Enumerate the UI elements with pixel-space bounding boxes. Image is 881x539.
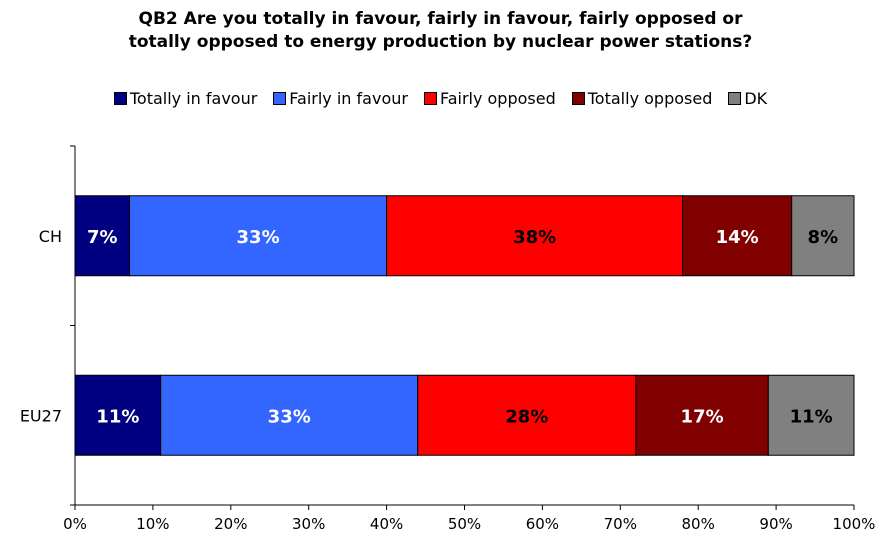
x-tick-label: 0% <box>63 515 87 533</box>
legend-item-dk: DK <box>728 89 767 108</box>
x-tick-label: 10% <box>136 515 169 533</box>
data-label: 33% <box>237 227 280 248</box>
data-label: 17% <box>681 406 724 427</box>
data-label: 11% <box>790 406 833 427</box>
x-tick-label: 40% <box>370 515 403 533</box>
legend-swatch <box>423 92 437 105</box>
bar-segment <box>74 374 162 456</box>
x-tick-label: 50% <box>448 515 481 533</box>
bar-segment <box>635 374 769 456</box>
x-tick-label: 100% <box>833 515 876 533</box>
legend-label: Fairly in favour <box>289 89 408 108</box>
chart-title: QB2 Are you totally in favour, fairly in… <box>0 8 881 54</box>
category-label: EU27 <box>20 406 62 425</box>
x-tick-label: 90% <box>759 515 792 533</box>
legend-item-totally-in-favour: Totally in favour <box>113 89 258 108</box>
legend-swatch <box>273 92 287 105</box>
bar-segment <box>129 195 388 277</box>
data-label: 8% <box>808 227 839 248</box>
data-label: 33% <box>268 406 311 427</box>
legend-swatch <box>571 92 585 105</box>
chart-legend: Totally in favour Fairly in favour Fairl… <box>0 89 881 108</box>
chart-title-line-1: QB2 Are you totally in favour, fairly in… <box>138 9 743 29</box>
x-tick-label: 60% <box>526 515 559 533</box>
legend-label: DK <box>744 89 768 108</box>
x-tick-label: 30% <box>292 515 325 533</box>
bar-segment <box>417 374 637 456</box>
bar-segment <box>767 374 855 456</box>
data-label: 7% <box>87 227 118 248</box>
bar-segment <box>74 195 131 277</box>
data-label: 11% <box>96 406 139 427</box>
legend-item-totally-opposed: Totally opposed <box>571 89 713 108</box>
category-label: CH <box>39 227 62 246</box>
data-label: 38% <box>513 227 556 248</box>
x-tick-label: 20% <box>214 515 247 533</box>
legend-label: Totally in favour <box>129 89 258 108</box>
legend-item-fairly-in-favour: Fairly in favour <box>273 89 408 108</box>
x-tick-label: 70% <box>604 515 637 533</box>
legend-swatch <box>113 92 127 105</box>
chart-title-line-2: totally opposed to energy production by … <box>128 32 753 52</box>
legend-item-fairly-opposed: Fairly opposed <box>423 89 556 108</box>
data-label: 14% <box>716 227 759 248</box>
bar-segment <box>791 195 855 277</box>
legend-label: Fairly opposed <box>439 89 556 108</box>
legend-swatch <box>728 92 742 105</box>
data-label: 28% <box>505 406 548 427</box>
x-tick-label: 80% <box>682 515 715 533</box>
legend-label: Totally opposed <box>587 89 713 108</box>
bar-segment <box>682 195 793 277</box>
